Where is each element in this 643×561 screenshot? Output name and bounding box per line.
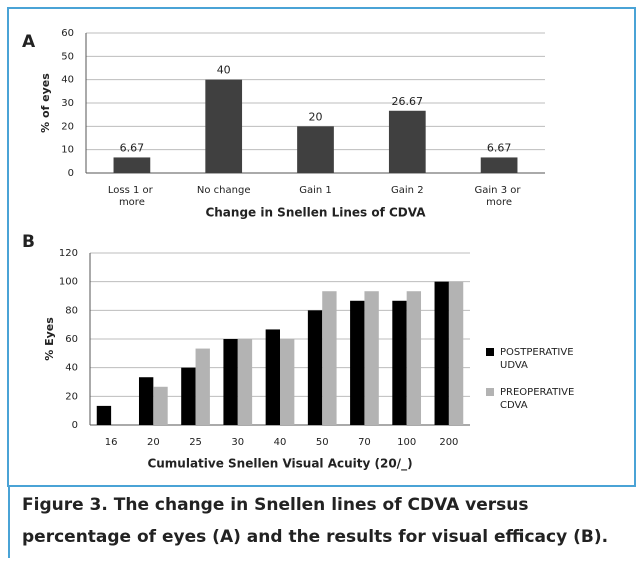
- x-tick-label: 70: [358, 437, 371, 448]
- bar: [480, 157, 518, 173]
- bar: [388, 110, 426, 173]
- bar: [406, 291, 422, 425]
- bar: [448, 281, 464, 425]
- bar: [138, 377, 154, 425]
- bar: [181, 367, 196, 425]
- data-label: 40: [217, 64, 231, 77]
- y-tick-label: 10: [61, 145, 74, 156]
- x-tick-label: Loss 1 or more: [108, 185, 156, 208]
- bar: [96, 405, 112, 425]
- bar: [195, 348, 210, 425]
- legend-label: PREOPERATIVE CDVA: [500, 387, 578, 411]
- x-axis-label: Change in Snellen Lines of CDVA: [205, 206, 426, 220]
- x-tick-label: 20: [147, 437, 160, 448]
- data-label: 26.67: [392, 95, 424, 108]
- data-label: 6.67: [487, 141, 512, 154]
- y-tick-label: 60: [65, 334, 78, 345]
- x-axis-label: Cumulative Snellen Visual Acuity (20/_): [147, 457, 412, 472]
- y-tick-label: 40: [61, 75, 74, 86]
- bar: [307, 310, 323, 425]
- y-tick-label: 0: [72, 420, 78, 431]
- x-tick-label: Gain 1: [299, 185, 332, 196]
- legend-swatch: [486, 348, 494, 356]
- x-tick-label: 25: [189, 437, 202, 448]
- bar: [434, 281, 449, 425]
- bar: [205, 79, 243, 173]
- y-tick-label: 20: [65, 391, 78, 402]
- x-tick-label: 16: [105, 437, 118, 448]
- bar: [153, 386, 168, 425]
- bar: [280, 339, 295, 425]
- x-tick-label: 200: [439, 437, 458, 448]
- bar: [237, 339, 253, 425]
- x-tick-label: Gain 2: [391, 185, 424, 196]
- y-tick-label: 40: [65, 363, 78, 374]
- y-tick-label: 20: [61, 121, 74, 132]
- x-tick-label: 50: [316, 437, 329, 448]
- y-tick-label: 30: [61, 98, 74, 109]
- y-axis-label: % of eyes: [39, 73, 52, 133]
- bar: [265, 329, 280, 425]
- y-tick-label: 60: [61, 28, 74, 39]
- x-tick-label: 100: [397, 437, 416, 448]
- x-tick-label: 40: [274, 437, 287, 448]
- y-axis-label: % Eyes: [43, 317, 56, 361]
- panel-label: A: [22, 32, 36, 52]
- caption-line: percentage of eyes (A) and the results f…: [22, 527, 608, 547]
- panel-label: B: [22, 232, 35, 252]
- bar: [223, 339, 238, 425]
- bar: [392, 300, 407, 425]
- bar: [322, 291, 337, 425]
- y-tick-label: 120: [59, 248, 78, 259]
- bar: [113, 157, 151, 173]
- x-tick-label: No change: [197, 185, 251, 196]
- x-tick-label: Gain 3 or more: [475, 185, 524, 208]
- legend-label: POSTPERATIVE UDVA: [500, 347, 577, 371]
- y-tick-label: 80: [65, 305, 78, 316]
- caption-line: Figure 3. The change in Snellen lines of…: [22, 495, 529, 515]
- x-tick-label: 30: [231, 437, 244, 448]
- bar: [364, 291, 379, 425]
- y-tick-label: 50: [61, 51, 74, 62]
- legend-swatch: [486, 388, 494, 396]
- y-tick-label: 100: [59, 277, 78, 288]
- bar: [350, 300, 365, 425]
- frame: [7, 7, 636, 487]
- data-label: 6.67: [120, 141, 145, 154]
- y-tick-label: 0: [68, 168, 74, 179]
- bar: [297, 126, 334, 173]
- data-label: 20: [309, 110, 323, 123]
